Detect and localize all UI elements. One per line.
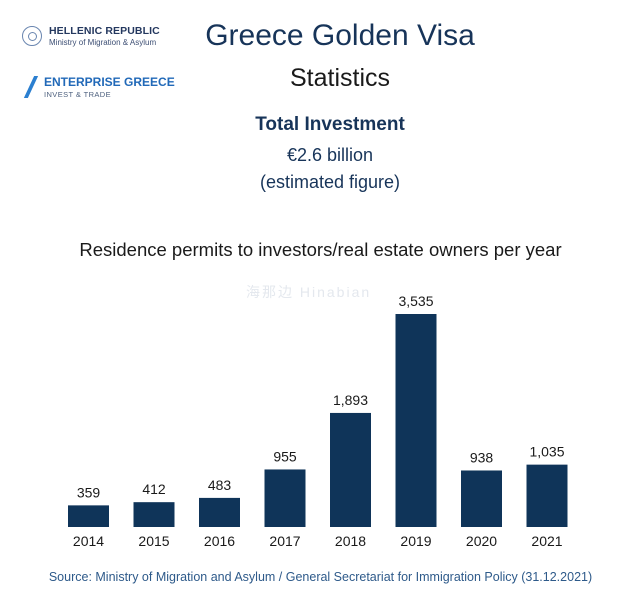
hellenic-republic-logo: HELLENIC REPUBLIC Ministry of Migration … bbox=[22, 26, 160, 47]
investment-note: (estimated figure) bbox=[259, 172, 401, 192]
bar-2021 bbox=[526, 464, 568, 527]
bar-2017 bbox=[264, 469, 306, 527]
enterprise-logo-title: ENTERPRISE GREECE bbox=[44, 75, 175, 89]
x-tick-2014: 2014 bbox=[73, 533, 104, 549]
hellenic-logo-title: HELLENIC REPUBLIC bbox=[49, 25, 160, 37]
value-label-2017: 955 bbox=[273, 448, 297, 464]
x-tick-2015: 2015 bbox=[138, 533, 169, 549]
seal-icon bbox=[22, 26, 42, 47]
x-tick-2019: 2019 bbox=[400, 533, 431, 549]
bar-2018 bbox=[330, 412, 371, 527]
bar-2016 bbox=[199, 497, 240, 527]
bar-2014 bbox=[68, 505, 109, 527]
x-tick-2020: 2020 bbox=[466, 533, 497, 549]
investment-title: Total Investment bbox=[255, 114, 405, 135]
x-tick-2016: 2016 bbox=[204, 533, 235, 549]
value-label-2015: 412 bbox=[142, 481, 166, 497]
enterprise-logo-subtitle: INVEST & TRADE bbox=[44, 90, 112, 99]
x-tick-2021: 2021 bbox=[531, 533, 562, 549]
value-label-2014: 359 bbox=[77, 484, 101, 500]
enterprise-greece-logo: ENTERPRISE GREECE INVEST & TRADE bbox=[23, 75, 175, 99]
bar-2019 bbox=[395, 314, 437, 527]
page-subtitle: Statistics bbox=[289, 64, 391, 92]
hellenic-logo-subtitle: Ministry of Migration & Asylum bbox=[49, 37, 157, 47]
watermark: 海那边 Hinabian bbox=[246, 284, 372, 300]
source-note: Source: Ministry of Migration and Asylum… bbox=[48, 570, 593, 584]
value-label-2019: 3,535 bbox=[398, 293, 433, 309]
investment-value: €2.6 billion bbox=[286, 145, 374, 165]
bar-2020 bbox=[461, 470, 502, 527]
value-label-2021: 1,035 bbox=[529, 444, 564, 460]
value-label-2016: 483 bbox=[208, 477, 232, 493]
value-label-2018: 1,893 bbox=[333, 392, 368, 408]
x-tick-2018: 2018 bbox=[335, 533, 366, 549]
bar-2015 bbox=[133, 502, 175, 527]
x-tick-2017: 2017 bbox=[269, 533, 300, 549]
page-title: Greece Golden Visa bbox=[205, 19, 475, 52]
value-label-2020: 938 bbox=[470, 449, 494, 465]
chart-title: Residence permits to investors/real esta… bbox=[79, 239, 562, 260]
